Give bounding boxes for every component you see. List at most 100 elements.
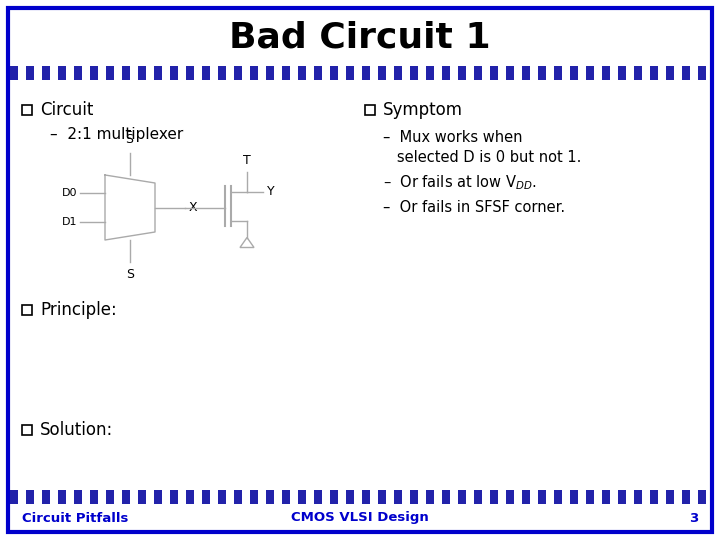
Bar bbox=[210, 490, 218, 504]
Bar bbox=[530, 490, 538, 504]
Bar bbox=[618, 66, 626, 80]
Bar bbox=[442, 490, 450, 504]
Bar bbox=[490, 66, 498, 80]
Bar bbox=[50, 66, 58, 80]
Bar bbox=[546, 490, 554, 504]
Bar bbox=[18, 490, 26, 504]
Bar bbox=[106, 490, 114, 504]
Bar bbox=[66, 490, 74, 504]
Bar bbox=[34, 490, 42, 504]
Bar bbox=[82, 66, 90, 80]
Bar bbox=[506, 490, 514, 504]
Bar bbox=[130, 66, 138, 80]
Bar bbox=[26, 66, 34, 80]
Bar bbox=[178, 490, 186, 504]
Bar bbox=[354, 490, 362, 504]
Bar bbox=[402, 490, 410, 504]
Bar bbox=[218, 66, 226, 80]
Bar bbox=[130, 490, 138, 504]
Bar bbox=[674, 66, 682, 80]
Bar bbox=[570, 490, 578, 504]
Bar bbox=[666, 66, 674, 80]
Bar bbox=[546, 66, 554, 80]
Bar bbox=[514, 66, 522, 80]
Text: –  Or fails at low V$_{DD}$.: – Or fails at low V$_{DD}$. bbox=[383, 174, 536, 192]
Bar bbox=[642, 66, 650, 80]
Text: $\bar{\mathrm{S}}$: $\bar{\mathrm{S}}$ bbox=[125, 131, 135, 147]
Bar bbox=[114, 490, 122, 504]
Bar bbox=[674, 490, 682, 504]
Text: Bad Circuit 1: Bad Circuit 1 bbox=[229, 21, 491, 55]
Bar bbox=[626, 490, 634, 504]
Bar bbox=[394, 490, 402, 504]
Bar bbox=[610, 490, 618, 504]
Bar bbox=[586, 490, 594, 504]
Bar bbox=[402, 66, 410, 80]
Bar bbox=[458, 66, 466, 80]
Bar bbox=[594, 490, 602, 504]
Bar bbox=[682, 490, 690, 504]
Bar bbox=[170, 66, 178, 80]
Bar bbox=[154, 490, 162, 504]
Text: Symptom: Symptom bbox=[383, 101, 463, 119]
Bar bbox=[410, 66, 418, 80]
Bar bbox=[202, 490, 210, 504]
Bar bbox=[602, 66, 610, 80]
Bar bbox=[698, 490, 706, 504]
Bar bbox=[226, 66, 234, 80]
Bar bbox=[698, 66, 706, 80]
Bar bbox=[346, 490, 354, 504]
Bar bbox=[250, 66, 258, 80]
Bar bbox=[98, 66, 106, 80]
Bar bbox=[506, 66, 514, 80]
Bar bbox=[50, 490, 58, 504]
Bar bbox=[690, 490, 698, 504]
Bar bbox=[362, 490, 370, 504]
Bar bbox=[122, 66, 130, 80]
Bar bbox=[522, 490, 530, 504]
Text: Circuit: Circuit bbox=[40, 101, 94, 119]
Text: selected D is 0 but not 1.: selected D is 0 but not 1. bbox=[383, 150, 581, 165]
Bar bbox=[466, 66, 474, 80]
Bar bbox=[170, 490, 178, 504]
Bar bbox=[442, 66, 450, 80]
Bar bbox=[242, 490, 250, 504]
Bar bbox=[474, 66, 482, 80]
Bar bbox=[458, 490, 466, 504]
Bar bbox=[362, 66, 370, 80]
Bar bbox=[650, 66, 658, 80]
Text: D1: D1 bbox=[61, 217, 77, 227]
Text: 3: 3 bbox=[689, 511, 698, 524]
Bar bbox=[10, 490, 18, 504]
Bar bbox=[242, 66, 250, 80]
Bar bbox=[354, 66, 362, 80]
Bar bbox=[634, 66, 642, 80]
Bar bbox=[282, 66, 290, 80]
Bar bbox=[338, 490, 346, 504]
Bar bbox=[426, 490, 434, 504]
Bar bbox=[450, 490, 458, 504]
Bar bbox=[290, 490, 298, 504]
Text: S: S bbox=[126, 268, 134, 281]
Bar bbox=[258, 490, 266, 504]
Bar bbox=[434, 66, 442, 80]
Bar bbox=[282, 490, 290, 504]
Bar bbox=[666, 490, 674, 504]
Bar bbox=[194, 490, 202, 504]
Bar bbox=[234, 490, 242, 504]
Bar bbox=[642, 490, 650, 504]
Bar bbox=[450, 66, 458, 80]
Bar bbox=[226, 490, 234, 504]
Bar bbox=[178, 66, 186, 80]
Bar bbox=[106, 66, 114, 80]
Bar bbox=[634, 490, 642, 504]
Bar bbox=[18, 66, 26, 80]
Bar bbox=[418, 66, 426, 80]
Bar bbox=[594, 66, 602, 80]
Bar bbox=[578, 490, 586, 504]
Bar bbox=[394, 66, 402, 80]
Bar bbox=[626, 66, 634, 80]
Text: –  2:1 multiplexer: – 2:1 multiplexer bbox=[50, 127, 184, 143]
Text: T: T bbox=[243, 154, 251, 167]
Bar bbox=[90, 490, 98, 504]
